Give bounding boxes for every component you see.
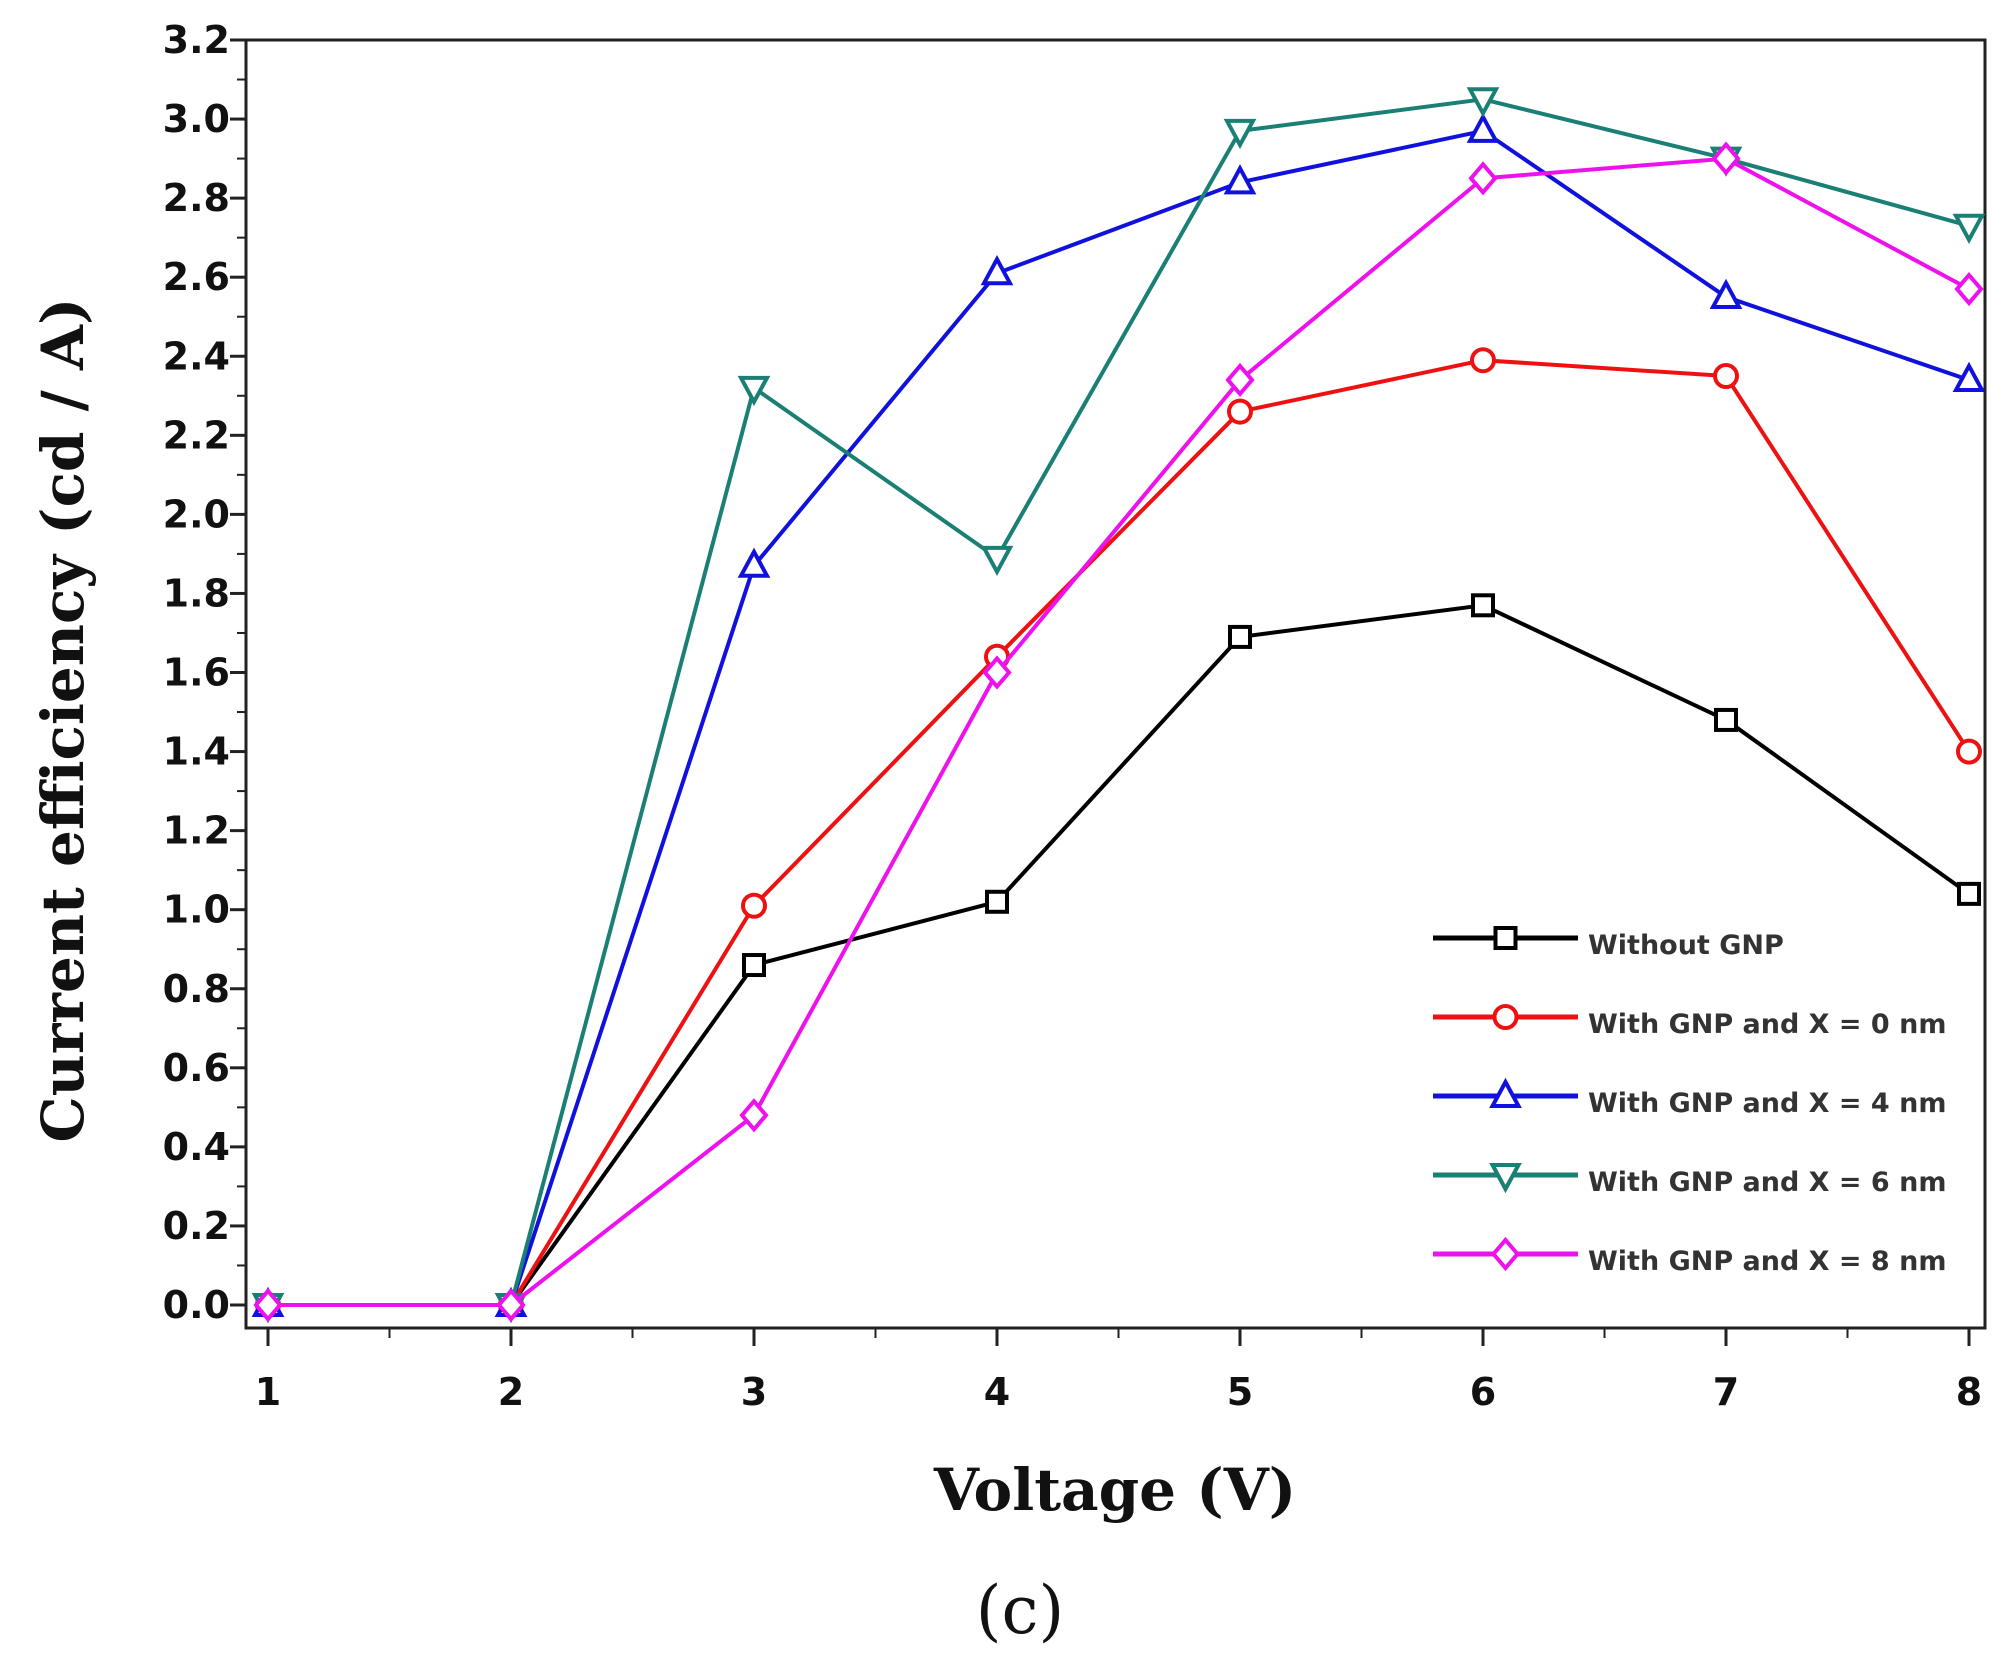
- legend-marker: [1492, 1004, 1519, 1030]
- series-4: [251, 87, 1986, 1324]
- data-point: [496, 1287, 526, 1323]
- y-tick-label: 0.2: [163, 1204, 230, 1248]
- panel-label: (c): [976, 1572, 1064, 1649]
- data-point: [985, 889, 1009, 914]
- y-tick-label: 1.2: [163, 809, 230, 853]
- y-tick-label: 0.4: [163, 1125, 230, 1169]
- legend-label: Without GNP: [1588, 930, 1784, 961]
- data-point: [741, 892, 767, 919]
- data-point: [1228, 624, 1252, 649]
- data-point: [1956, 738, 1982, 765]
- y-tick-label: 3.2: [163, 18, 230, 62]
- data-point: [1957, 881, 1981, 906]
- x-axis-title: Voltage (V): [933, 1456, 1296, 1524]
- legend-label: With GNP and X = 6 nm: [1588, 1167, 1946, 1198]
- data-point: [1709, 278, 1743, 309]
- data-point: [982, 655, 1012, 690]
- y-tick-label: 1.4: [163, 730, 230, 774]
- x-tick-label: 3: [741, 1370, 767, 1414]
- y-tick-label: 2.2: [163, 413, 230, 457]
- y-tick-label: 2.0: [163, 492, 230, 536]
- data-point: [1954, 271, 1984, 307]
- y-tick-label: 1.8: [163, 571, 230, 615]
- x-tick-label: 2: [498, 1370, 524, 1414]
- data-point: [1223, 118, 1257, 150]
- legend-entry: Without GNP: [1433, 926, 1784, 961]
- legend-marker: [1490, 1236, 1521, 1272]
- x-tick-label: 6: [1470, 1370, 1496, 1414]
- y-tick-label: 1.0: [163, 888, 230, 932]
- y-tick-label: 3.0: [163, 97, 230, 141]
- data-point: [1466, 87, 1500, 118]
- series-line: [268, 358, 1971, 1307]
- legend-label: With GNP and X = 4 nm: [1588, 1088, 1946, 1119]
- x-tick-label: 4: [984, 1370, 1010, 1414]
- legend-entry: With GNP and X = 6 nm: [1433, 1163, 1946, 1198]
- data-point: [1711, 141, 1741, 176]
- data-point: [253, 1287, 283, 1323]
- y-tick-label: 2.4: [163, 334, 230, 378]
- x-tick-label: 8: [1956, 1370, 1982, 1414]
- data-point: [1713, 363, 1739, 390]
- series-line: [268, 97, 1970, 1307]
- series-5: [253, 141, 1984, 1323]
- legend-entry: With GNP and X = 8 nm: [1433, 1236, 1946, 1277]
- y-tick-label: 2.8: [163, 176, 230, 220]
- data-point: [737, 547, 771, 578]
- y-tick-label: 1.6: [163, 651, 230, 695]
- data-point: [1952, 361, 1986, 392]
- legend-label: With GNP and X = 8 nm: [1588, 1246, 1946, 1277]
- y-tick-label: 2.6: [163, 255, 230, 299]
- data-point: [1466, 112, 1500, 143]
- plot-frame: [244, 38, 1987, 1330]
- series-line: [268, 156, 1970, 1307]
- data-point: [739, 1098, 769, 1133]
- legend-marker: [1493, 926, 1518, 950]
- data-point: [1468, 161, 1498, 196]
- data-point: [1471, 593, 1495, 618]
- data-point: [980, 255, 1014, 286]
- data-point: [980, 545, 1014, 577]
- data-point: [1223, 164, 1257, 195]
- legend-marker: [1489, 1163, 1522, 1194]
- legend-marker: [1489, 1077, 1522, 1108]
- legend-entry: With GNP and X = 0 nm: [1433, 1004, 1946, 1040]
- data-point: [1952, 213, 1986, 244]
- data-point: [1225, 362, 1255, 398]
- legend-entry: With GNP and X = 4 nm: [1433, 1077, 1946, 1119]
- y-tick-label: 0.6: [163, 1046, 230, 1090]
- y-axis-title: Current efficiency (cd / A): [29, 298, 97, 1143]
- x-tick-label: 5: [1227, 1370, 1253, 1414]
- series-line: [268, 603, 1971, 1307]
- data-point: [737, 375, 771, 407]
- data-point: [1714, 707, 1738, 732]
- x-tick-label: 7: [1713, 1370, 1739, 1414]
- y-tick-label: 0.8: [163, 967, 230, 1011]
- data-point: [742, 953, 766, 978]
- legend-label: With GNP and X = 0 nm: [1588, 1009, 1946, 1040]
- data-point: [1227, 398, 1253, 425]
- data-point: [1470, 347, 1496, 374]
- series-line: [268, 128, 1970, 1307]
- x-tick-label: 1: [255, 1370, 281, 1414]
- y-tick-label: 0.0: [163, 1283, 230, 1327]
